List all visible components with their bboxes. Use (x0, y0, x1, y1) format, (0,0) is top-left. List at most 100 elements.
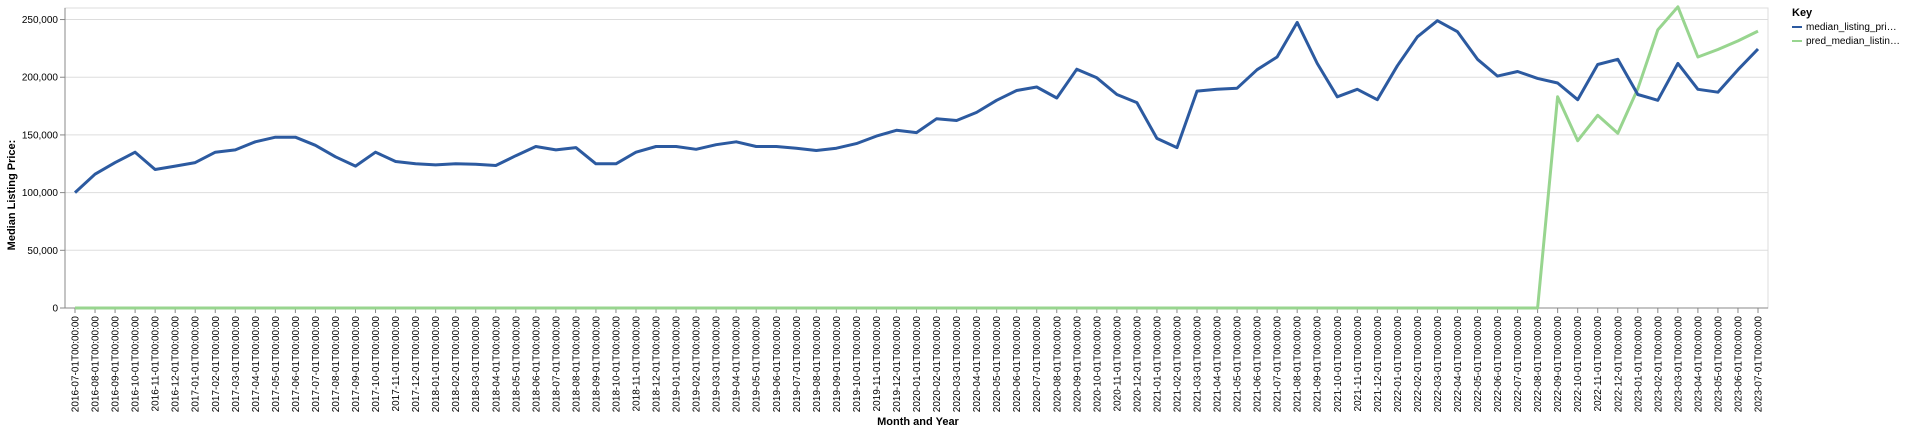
x-tick-label: 2017-01-01T00:00:00 (191, 316, 202, 413)
x-tick-label: 2016-07-01T00:00:00 (71, 316, 82, 413)
x-tick-label: 2018-03-01T00:00:00 (471, 316, 482, 413)
x-tick-label: 2021-04-01T00:00:00 (1213, 316, 1224, 413)
x-tick-label: 2021-09-01T00:00:00 (1313, 316, 1324, 413)
x-tick-label: 2019-08-01T00:00:00 (812, 316, 823, 413)
x-tick-label: 2016-08-01T00:00:00 (91, 316, 102, 413)
x-tick-label: 2017-07-01T00:00:00 (311, 316, 322, 413)
x-tick-label: 2022-12-01T00:00:00 (1613, 316, 1624, 413)
x-tick-label: 2023-01-01T00:00:00 (1633, 316, 1644, 413)
x-tick-label: 2019-07-01T00:00:00 (792, 316, 803, 413)
x-tick-label: 2016-12-01T00:00:00 (171, 316, 182, 413)
x-tick-label: 2017-04-01T00:00:00 (251, 316, 262, 413)
x-tick-label: 2019-09-01T00:00:00 (832, 316, 843, 413)
x-tick-label: 2022-06-01T00:00:00 (1493, 316, 1504, 413)
x-axis: 2016-07-01T00:00:00 2016-08-01T00:00:00 20… (65, 307, 1768, 413)
x-tick-label: 2017-10-01T00:00:00 (371, 316, 382, 413)
x-tick-label: 2019-11-01T00:00:00 (872, 316, 883, 412)
x-tick-label: 2019-10-01T00:00:00 (852, 316, 863, 413)
x-tick-label: 2020-07-01T00:00:00 (1032, 316, 1043, 413)
legend-title: Key (1792, 7, 1813, 19)
x-tick-label: 2018-05-01T00:00:00 (511, 316, 522, 413)
x-axis-title: Month and Year (877, 416, 959, 428)
x-tick-label: 2018-11-01T00:00:00 (632, 316, 643, 412)
y-tick-label: 50,000 (27, 246, 58, 257)
x-tick-label: 2023-05-01T00:00:00 (1713, 316, 1724, 413)
x-tick-label: 2017-02-01T00:00:00 (211, 316, 222, 413)
y-axis-title: Median Listing Price: (6, 140, 18, 251)
x-tick-label: 2021-06-01T00:00:00 (1253, 316, 1264, 413)
legend: Key median_listing_pri… pred_median_listi… (1792, 7, 1900, 47)
x-tick-label: 2021-11-01T00:00:00 (1353, 316, 1364, 412)
x-tick-label: 2020-06-01T00:00:00 (1012, 316, 1023, 413)
x-tick-label: 2022-10-01T00:00:00 (1573, 316, 1584, 413)
x-tick-label: 2023-07-01T00:00:00 (1754, 316, 1765, 413)
x-tick-label: 2020-02-01T00:00:00 (932, 316, 943, 413)
x-tick-label: 2023-03-01T00:00:00 (1673, 316, 1684, 413)
x-tick-label: 2019-12-01T00:00:00 (892, 316, 903, 413)
x-tick-label: 2020-05-01T00:00:00 (992, 316, 1003, 413)
y-tick-label: 0 (52, 304, 58, 315)
x-tick-label: 2023-02-01T00:00:00 (1653, 316, 1664, 413)
plot-area (64, 7, 1769, 309)
x-tick-label: 2021-02-01T00:00:00 (1172, 316, 1183, 413)
x-tick-label: 2021-07-01T00:00:00 (1273, 316, 1284, 413)
legend-entry-label: pred_median_listin… (1806, 36, 1900, 47)
x-tick-label: 2017-12-01T00:00:00 (411, 316, 422, 413)
x-tick-label: 2016-11-01T00:00:00 (151, 316, 162, 412)
x-tick-label: 2020-04-01T00:00:00 (972, 316, 983, 413)
x-tick-label: 2021-08-01T00:00:00 (1293, 316, 1304, 413)
x-tick-label: 2017-06-01T00:00:00 (291, 316, 302, 413)
x-tick-label: 2020-12-01T00:00:00 (1132, 316, 1143, 413)
plot-border (64, 7, 1769, 309)
x-tick-label: 2022-11-01T00:00:00 (1593, 316, 1604, 412)
x-tick-label: 2017-08-01T00:00:00 (331, 316, 342, 413)
x-tick-label: 2021-03-01T00:00:00 (1193, 316, 1204, 413)
x-tick-label: 2018-07-01T00:00:00 (551, 316, 562, 413)
x-tick-label: 2021-10-01T00:00:00 (1333, 316, 1344, 413)
x-tick-label: 2018-06-01T00:00:00 (531, 316, 542, 413)
x-tick-label: 2022-05-01T00:00:00 (1473, 316, 1484, 413)
x-tick-label: 2018-09-01T00:00:00 (591, 316, 602, 413)
x-tick-label: 2020-08-01T00:00:00 (1052, 316, 1063, 413)
x-tick-label: 2017-05-01T00:00:00 (271, 316, 282, 413)
x-tick-label: 2022-08-01T00:00:00 (1533, 316, 1544, 413)
x-tick-label: 2023-04-01T00:00:00 (1693, 316, 1704, 413)
x-tick-label: 2021-12-01T00:00:00 (1373, 316, 1384, 413)
x-tick-label: 2018-12-01T00:00:00 (652, 316, 663, 413)
legend-entry-label: median_listing_pri… (1806, 22, 1897, 33)
predicted-series-line (75, 5, 1759, 310)
y-tick-label: 200,000 (22, 73, 59, 84)
y-tick-label: 100,000 (22, 188, 59, 199)
y-tick-label: 150,000 (22, 130, 59, 141)
x-tick-label: 2020-09-01T00:00:00 (1072, 316, 1083, 413)
x-tick-label: 2020-11-01T00:00:00 (1112, 316, 1123, 412)
x-tick-label: 2018-08-01T00:00:00 (571, 316, 582, 413)
x-tick-label: 2020-01-01T00:00:00 (912, 316, 923, 413)
x-tick-label: 2023-06-01T00:00:00 (1733, 316, 1744, 413)
x-tick-label: 2017-03-01T00:00:00 (231, 316, 242, 413)
x-tick-label: 2016-10-01T00:00:00 (131, 316, 142, 413)
actual-series-line (73, 19, 1760, 194)
x-tick-label: 2018-10-01T00:00:00 (611, 316, 622, 413)
x-tick-label: 2022-07-01T00:00:00 (1513, 316, 1524, 413)
x-tick-label: 2018-04-01T00:00:00 (491, 316, 502, 413)
x-tick-label: 2022-09-01T00:00:00 (1553, 316, 1564, 413)
x-tick-label: 2020-10-01T00:00:00 (1092, 316, 1103, 413)
x-tick-label: 2019-02-01T00:00:00 (692, 316, 703, 413)
x-tick-label: 2019-03-01T00:00:00 (712, 316, 723, 413)
x-tick-label: 2022-03-01T00:00:00 (1433, 316, 1444, 413)
x-tick-label: 2019-05-01T00:00:00 (752, 316, 763, 413)
gridlines (65, 19, 1768, 309)
x-tick-label: 2019-06-01T00:00:00 (772, 316, 783, 413)
x-tick-label: 2022-01-01T00:00:00 (1393, 316, 1404, 413)
y-tick-label: 250,000 (22, 15, 59, 26)
x-tick-label: 2017-11-01T00:00:00 (391, 316, 402, 412)
series-lines (73, 5, 1760, 310)
x-tick-label: 2020-03-01T00:00:00 (952, 316, 963, 413)
x-tick-label: 2019-01-01T00:00:00 (672, 316, 683, 413)
x-tick-label: 2021-05-01T00:00:00 (1233, 316, 1244, 413)
x-tick-label: 2022-04-01T00:00:00 (1453, 316, 1464, 413)
x-tick-label: 2016-09-01T00:00:00 (111, 316, 122, 413)
x-tick-label: 2021-01-01T00:00:00 (1152, 316, 1163, 413)
